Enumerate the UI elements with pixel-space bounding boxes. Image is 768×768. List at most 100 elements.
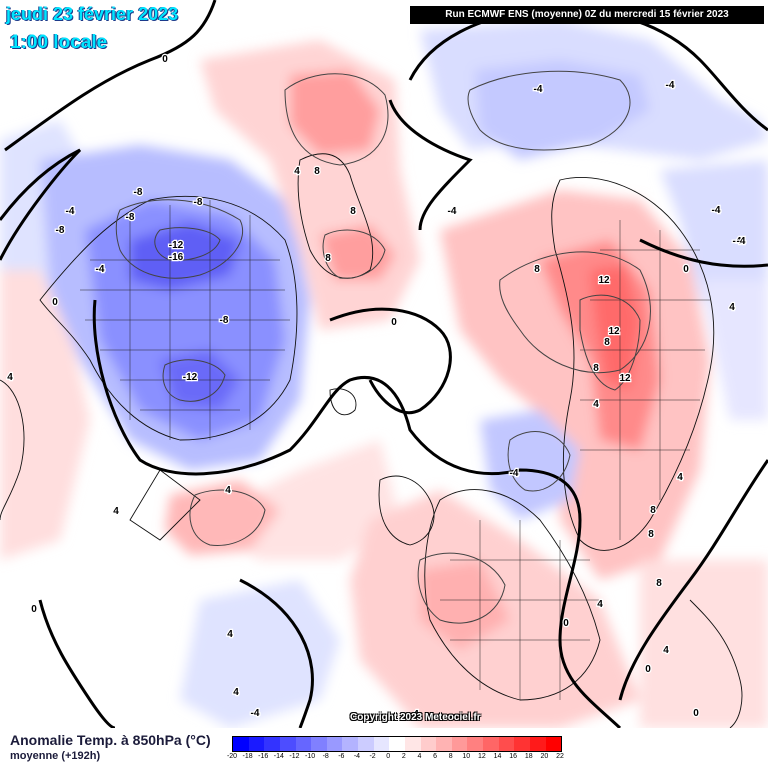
isoline-value-label: 8 [593,363,599,374]
legend-cell [342,737,358,751]
isoline-value-label: -8 [134,187,143,198]
legend-tick-label: 4 [417,753,422,760]
anomaly-fields [0,20,768,728]
isoline-value-label: 12 [608,326,620,337]
warm-europe-core [420,560,510,650]
country-borders [80,200,710,700]
isoline-value-label: -4 [737,236,746,247]
cold-pacific-south [180,580,340,728]
legend-tick-label: 12 [477,753,486,760]
pale-blue-right [700,280,768,420]
isoline-value-label: 0 [645,664,651,675]
color-scale-bar [232,736,562,752]
legend-cell [326,737,343,751]
isoline-value-label: 12 [619,373,631,384]
legend-footer: Anomalie Temp. à 850hPa (°C) moyenne (+1… [0,728,768,768]
isoline-value-label: 0 [563,618,569,629]
cold-arctic-core [475,60,650,160]
legend-tick-label: -12 [289,753,300,760]
isoline-value-label: -8 [220,315,229,326]
legend-tick-label: 18 [524,753,533,760]
isoline-value-label: -4 [96,264,105,275]
legend-tick-label: -20 [226,753,238,760]
isoline-value-label: -4 [712,205,721,216]
legend-cell [498,737,515,751]
isoline-value-label: 0 [683,264,689,275]
isoline-value-label: -8 [126,212,135,223]
isoline-value-label: 12 [598,275,610,286]
legend-tick-label: 8 [448,753,453,760]
pale-red-left-edge [0,270,90,560]
legend-cell [373,737,390,751]
anomaly-map: -8 -8 -8 -8 -4 -12 -16 -8 -12 -4 0 4 4 4 0 0 4 8 8 8 4 0 -4 -4-… [0,0,768,728]
isoline-value-label: 4 [227,629,233,640]
isoline-value-label: -4 [448,206,457,217]
legend-cell [404,737,421,751]
copyright-text: Copyright 2023 Meteociel.fr [350,712,481,723]
isoline-value-label: 4 [113,506,119,517]
legend-cell [436,737,452,751]
isoline-value-label: 8 [650,505,656,516]
isoline-value-label: 4 [729,302,735,313]
legend-tick-label: -2 [369,753,376,760]
legend-cell [248,737,265,751]
legend-cell [279,737,296,751]
isoline-value-label: 4 [413,709,419,720]
isoline-value-label: 0 [52,297,58,308]
isoline-value-label: 4 [233,687,239,698]
legend-tick-label: 10 [462,753,471,760]
legend-tick-label: -8 [322,753,329,760]
legend-tick-label: -14 [273,753,284,760]
isoline-value-label: -4 [510,468,519,479]
legend-tick-label: -4 [353,753,361,760]
legend-cell [358,737,374,751]
legend-tick-label: 20 [540,753,549,760]
warm-greenland-core [290,70,380,155]
legend-cell [389,737,405,751]
legend-tick-label: 14 [493,753,502,760]
cold-core-north [130,222,240,290]
legend-cell [264,737,280,751]
isoline-value-label: -4 [66,206,75,217]
isoline-value-label: 0 [31,604,37,615]
cold-scandinavia [480,410,580,520]
legend-tick-label: -18 [242,753,253,760]
legend-subtitle: moyenne (+192h) [10,750,101,762]
run-info-banner: Run ECMWF ENS (moyenne) 0Z du mercredi 1… [410,6,764,24]
legend-cell [451,737,468,751]
isoline-value-label: 4 [7,372,13,383]
legend-tick-label: 0 [386,753,391,760]
isoline-value-label: -4 [534,84,543,95]
zero-isoline [0,0,768,728]
legend-tick-label: -6 [338,753,345,760]
isoline-value-label: 4 [677,472,683,483]
isoline-value-label: -8 [56,225,65,236]
isoline-value-label: -8 [194,197,203,208]
legend-cell [467,737,483,751]
isoline-value-label: 0 [391,317,397,328]
thin-isolines [115,70,651,624]
isoline-value-label: 0 [162,54,168,65]
isoline-value-label: -4 [733,236,742,247]
isoline-value-label: -12 [169,240,184,251]
isoline-value-label: 8 [350,206,356,217]
isoline-value-label: -4 [666,80,675,91]
legend-cell [311,737,327,751]
legend-cell [529,737,546,751]
isoline-value-label: 8 [534,264,540,275]
isoline-value-label: 4 [593,399,599,410]
legend-tick-label: 2 [401,753,406,760]
legend-title: Anomalie Temp. à 850hPa (°C) [10,732,211,748]
legend-tick-label: 16 [509,753,518,760]
legend-cell [514,737,530,751]
legend-tick-label: 6 [433,753,437,760]
legend-tick-label: 22 [556,753,564,760]
legend-cell [483,737,499,751]
isoline-value-label: 4 [663,645,669,656]
legend-cell [233,737,249,751]
isoline-value-label: 8 [648,529,654,540]
isoline-value-label: -12 [183,372,198,383]
isoline-value-label: -4 [251,708,260,719]
isoline-value-label: 8 [314,166,320,177]
